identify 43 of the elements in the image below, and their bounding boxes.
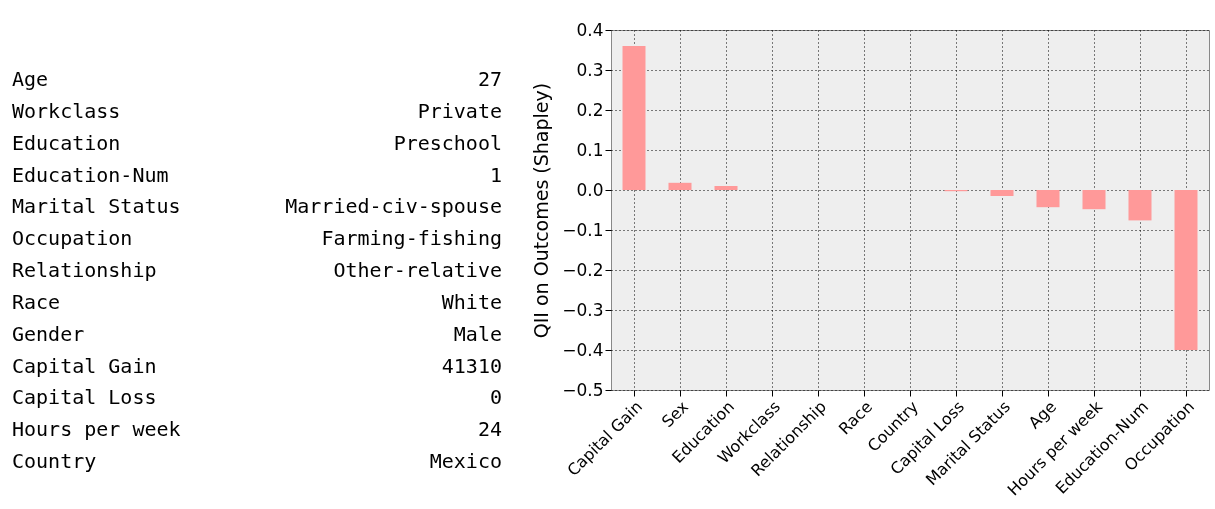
text: White bbox=[441, 289, 502, 314]
text: Preschool bbox=[393, 130, 502, 155]
text: Education bbox=[12, 130, 121, 155]
y-tick-label: −0.1 bbox=[562, 219, 604, 240]
text: Age bbox=[12, 67, 49, 92]
bar bbox=[622, 46, 646, 190]
y-axis-title: QII on Outcomes (Shapley) bbox=[530, 82, 553, 339]
text: Education-Num bbox=[12, 162, 169, 187]
text: Farming-fishing bbox=[321, 226, 502, 251]
y-tick-label: −0.4 bbox=[562, 339, 604, 360]
y-tick-label: −0.3 bbox=[562, 299, 604, 320]
bar bbox=[1128, 190, 1152, 221]
text: Marital Status bbox=[12, 194, 181, 219]
text: Other-relative bbox=[333, 258, 502, 283]
bar bbox=[1082, 190, 1106, 210]
bar bbox=[714, 186, 738, 190]
text: 24 bbox=[477, 417, 502, 442]
text: Occupation bbox=[12, 226, 133, 251]
y-tick-label: 0.0 bbox=[576, 179, 604, 200]
y-tick-label: 0.3 bbox=[576, 59, 604, 80]
text: 1 bbox=[489, 162, 502, 187]
x-tick-label: Age bbox=[1024, 397, 1061, 433]
bar bbox=[1174, 190, 1198, 350]
text: Male bbox=[453, 321, 502, 346]
y-tick-label: −0.2 bbox=[562, 259, 604, 280]
text: Relationship bbox=[12, 258, 157, 283]
y-tick-label: 0.1 bbox=[576, 139, 604, 160]
text: 0 bbox=[489, 385, 502, 410]
text: Gender bbox=[12, 321, 85, 346]
text: Workclass bbox=[12, 98, 121, 123]
bar bbox=[1036, 190, 1060, 208]
text: Private bbox=[417, 98, 502, 123]
text: 41310 bbox=[441, 353, 502, 378]
text: Race bbox=[12, 289, 61, 314]
y-tick-label: 0.2 bbox=[576, 99, 604, 120]
bar bbox=[990, 190, 1014, 196]
text: Capital Gain bbox=[12, 353, 157, 378]
y-tick-label: −0.5 bbox=[562, 379, 604, 400]
y-tick-label: 0.4 bbox=[576, 19, 604, 40]
text: Mexico bbox=[429, 449, 502, 473]
text: 27 bbox=[477, 67, 502, 92]
bar bbox=[668, 182, 692, 190]
text: Married-civ-spouse bbox=[285, 194, 502, 219]
